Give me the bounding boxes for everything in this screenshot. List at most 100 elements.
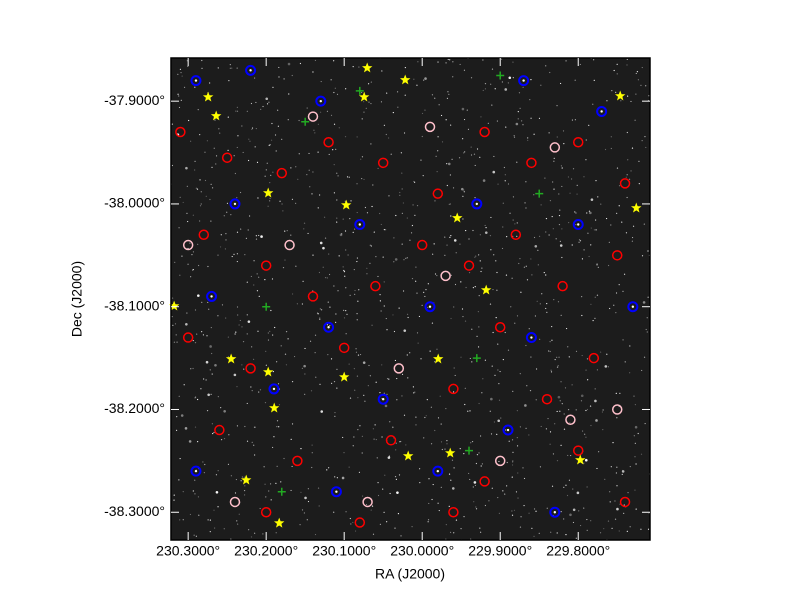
noise-star [386, 378, 389, 380]
noise-star [479, 234, 481, 236]
noise-star [530, 258, 532, 260]
star-marker [433, 353, 444, 364]
noise-star [549, 71, 551, 74]
noise-star [211, 187, 214, 189]
noise-star [522, 467, 524, 469]
noise-star [381, 436, 383, 438]
circle-marker [198, 229, 210, 241]
noise-star [311, 444, 313, 446]
noise-star [409, 352, 411, 354]
noise-star [505, 274, 508, 276]
noise-star [545, 274, 547, 276]
noise-star [512, 77, 514, 79]
circle-marker [588, 352, 600, 364]
noise-star [607, 520, 610, 522]
noise-star [396, 91, 399, 93]
noise-star [426, 399, 428, 401]
noise-star [451, 158, 453, 160]
noise-star [606, 353, 608, 355]
noise-star [227, 336, 229, 338]
noise-star [645, 328, 647, 331]
noise-star [389, 492, 391, 495]
noise-star [178, 227, 180, 229]
noise-star [511, 439, 514, 441]
noise-star [319, 194, 321, 196]
noise-star [282, 210, 284, 212]
noise-star [398, 307, 400, 309]
noise-star [462, 315, 464, 318]
noise-star [400, 535, 402, 537]
noise-star [278, 426, 280, 428]
noise-star [251, 346, 253, 348]
noise-star [416, 292, 418, 294]
noise-star [559, 209, 561, 211]
noise-star [590, 198, 594, 201]
noise-star [276, 465, 278, 467]
noise-star [322, 266, 324, 268]
noise-star [320, 410, 324, 413]
noise-star [427, 519, 430, 521]
noise-star [575, 409, 577, 411]
noise-star [548, 132, 550, 134]
noise-star [536, 300, 538, 302]
noise-star [217, 67, 219, 69]
noise-star [511, 514, 514, 516]
noise-star [319, 241, 323, 245]
noise-star [204, 179, 207, 182]
noise-star [494, 88, 496, 90]
noise-star [493, 155, 495, 158]
noise-star [590, 303, 592, 305]
noise-star [413, 78, 415, 80]
noise-star [403, 259, 405, 261]
circle-marker [440, 270, 451, 282]
noise-star [559, 240, 561, 242]
noise-star [315, 376, 317, 378]
noise-star [449, 203, 451, 205]
noise-star [344, 230, 347, 232]
noise-star [282, 267, 285, 269]
noise-star [563, 143, 565, 145]
noise-star [505, 126, 507, 128]
noise-star [565, 327, 568, 330]
noise-star [609, 491, 611, 493]
noise-star [210, 393, 212, 395]
noise-star [356, 183, 358, 185]
noise-star [259, 389, 262, 391]
noise-star [554, 358, 556, 361]
noise-star [205, 360, 209, 364]
noise-star [561, 403, 563, 405]
noise-star [229, 64, 231, 66]
noise-star [428, 502, 430, 505]
noise-star [333, 91, 335, 94]
noise-star [568, 221, 570, 224]
noise-star [571, 384, 573, 386]
noise-star [497, 343, 499, 345]
noise-star [491, 487, 493, 489]
noise-star [612, 442, 614, 444]
noise-star [576, 184, 578, 186]
y-tick-label: -38.1000° [104, 297, 165, 313]
noise-star [517, 111, 519, 113]
noise-star [557, 395, 561, 399]
noise-star [284, 230, 286, 232]
noise-star [226, 202, 229, 204]
noise-star [459, 63, 461, 66]
noise-star [220, 439, 223, 441]
noise-star [554, 423, 556, 425]
circle-marker [619, 496, 631, 508]
noise-star [173, 499, 175, 501]
noise-star [287, 62, 291, 66]
noise-star [470, 146, 472, 148]
noise-star [248, 529, 250, 531]
noise-star [236, 110, 239, 112]
noise-star [421, 304, 423, 306]
noise-star [516, 161, 518, 163]
star-marker [400, 74, 411, 85]
noise-star [522, 86, 524, 88]
noise-star [560, 444, 562, 446]
noise-star [640, 528, 642, 530]
noise-star [585, 409, 587, 412]
blue-marker [596, 105, 608, 117]
noise-star [497, 419, 501, 423]
noise-star [215, 490, 219, 494]
